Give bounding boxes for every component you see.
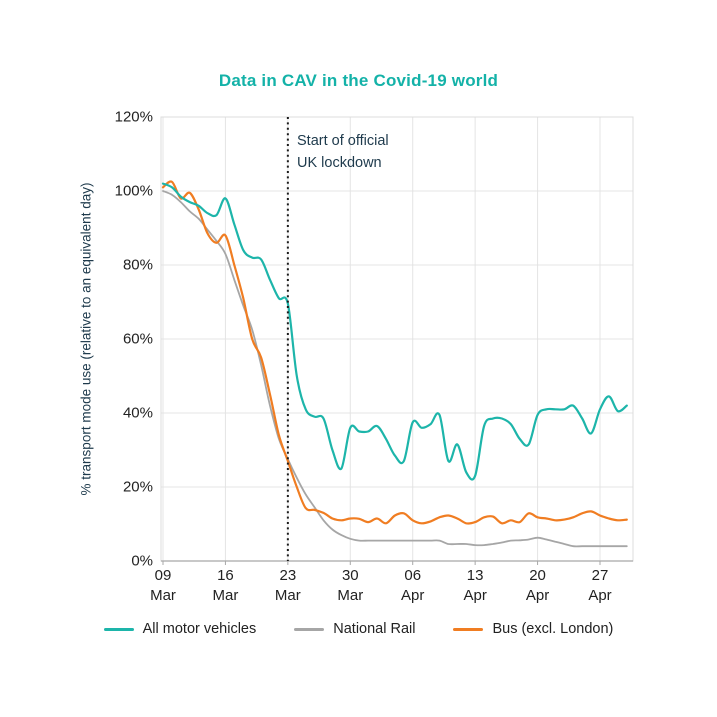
x-tick-day: 23 bbox=[279, 567, 297, 584]
y-axis-tick-label: 100% bbox=[114, 182, 153, 200]
x-tick-day: 06 bbox=[404, 567, 422, 584]
x-tick-month: Apr bbox=[525, 587, 550, 605]
legend-label: Bus (excl. London) bbox=[492, 621, 614, 637]
legend-item: Bus (excl. London) bbox=[453, 621, 613, 637]
x-axis-tick-label: 13 Apr bbox=[463, 566, 486, 607]
y-axis-tick-label: 20% bbox=[122, 478, 153, 496]
x-tick-day: 20 bbox=[529, 567, 546, 584]
y-axis-tick-label: 40% bbox=[122, 404, 153, 422]
x-axis-tick-label: 16 Mar bbox=[213, 566, 239, 607]
lockdown-annotation: Start of official UK lockdown bbox=[297, 131, 389, 175]
x-tick-day: 27 bbox=[591, 567, 609, 584]
legend-swatch bbox=[294, 627, 325, 631]
chart-title: Data in CAV in the Covid-19 world bbox=[218, 71, 499, 90]
legend-item: National Rail bbox=[294, 621, 415, 637]
x-axis-tick-label: 27 Apr bbox=[588, 566, 611, 607]
x-tick-month: Mar bbox=[212, 587, 239, 605]
legend-label: National Rail bbox=[333, 621, 416, 637]
x-axis-tick-label: 20 Apr bbox=[526, 566, 549, 607]
y-axis-tick-label: 120% bbox=[114, 108, 153, 126]
y-axis-tick-label: 60% bbox=[122, 330, 153, 348]
x-tick-day: 16 bbox=[217, 567, 234, 584]
x-tick-month: Apr bbox=[463, 587, 487, 605]
x-axis-tick-label: 23 Mar bbox=[275, 566, 301, 607]
x-tick-month: Apr bbox=[401, 587, 425, 605]
x-tick-month: Mar bbox=[337, 587, 364, 605]
x-tick-day: 13 bbox=[466, 567, 484, 584]
lockdown-annotation-line2: UK lockdown bbox=[297, 154, 382, 171]
legend-swatch bbox=[103, 627, 134, 631]
legend-swatch bbox=[453, 627, 484, 631]
series-line-bus-excl-london bbox=[161, 180, 628, 525]
x-axis-tick-label: 09 Mar bbox=[150, 566, 176, 607]
y-axis-tick-label: 0% bbox=[131, 552, 153, 570]
series-line-all-motor-vehicles bbox=[161, 182, 628, 481]
x-tick-month: Mar bbox=[150, 587, 176, 605]
x-axis-tick-label: 06 Apr bbox=[401, 566, 424, 607]
x-tick-day: 30 bbox=[341, 567, 359, 584]
x-tick-day: 09 bbox=[154, 567, 172, 584]
x-tick-month: Mar bbox=[274, 587, 301, 605]
series-line-national-rail bbox=[162, 190, 628, 548]
lockdown-annotation-line1: Start of official bbox=[297, 133, 389, 149]
legend-label: All motor vehicles bbox=[142, 621, 257, 637]
x-axis-tick-label: 30 Mar bbox=[337, 566, 363, 607]
legend-item: All motor vehicles bbox=[103, 621, 257, 637]
legend: All motor vehicles National Rail Bus (excl… bbox=[0, 621, 717, 637]
y-axis-tick-label: 80% bbox=[122, 256, 153, 274]
x-tick-month: Apr bbox=[588, 587, 612, 605]
